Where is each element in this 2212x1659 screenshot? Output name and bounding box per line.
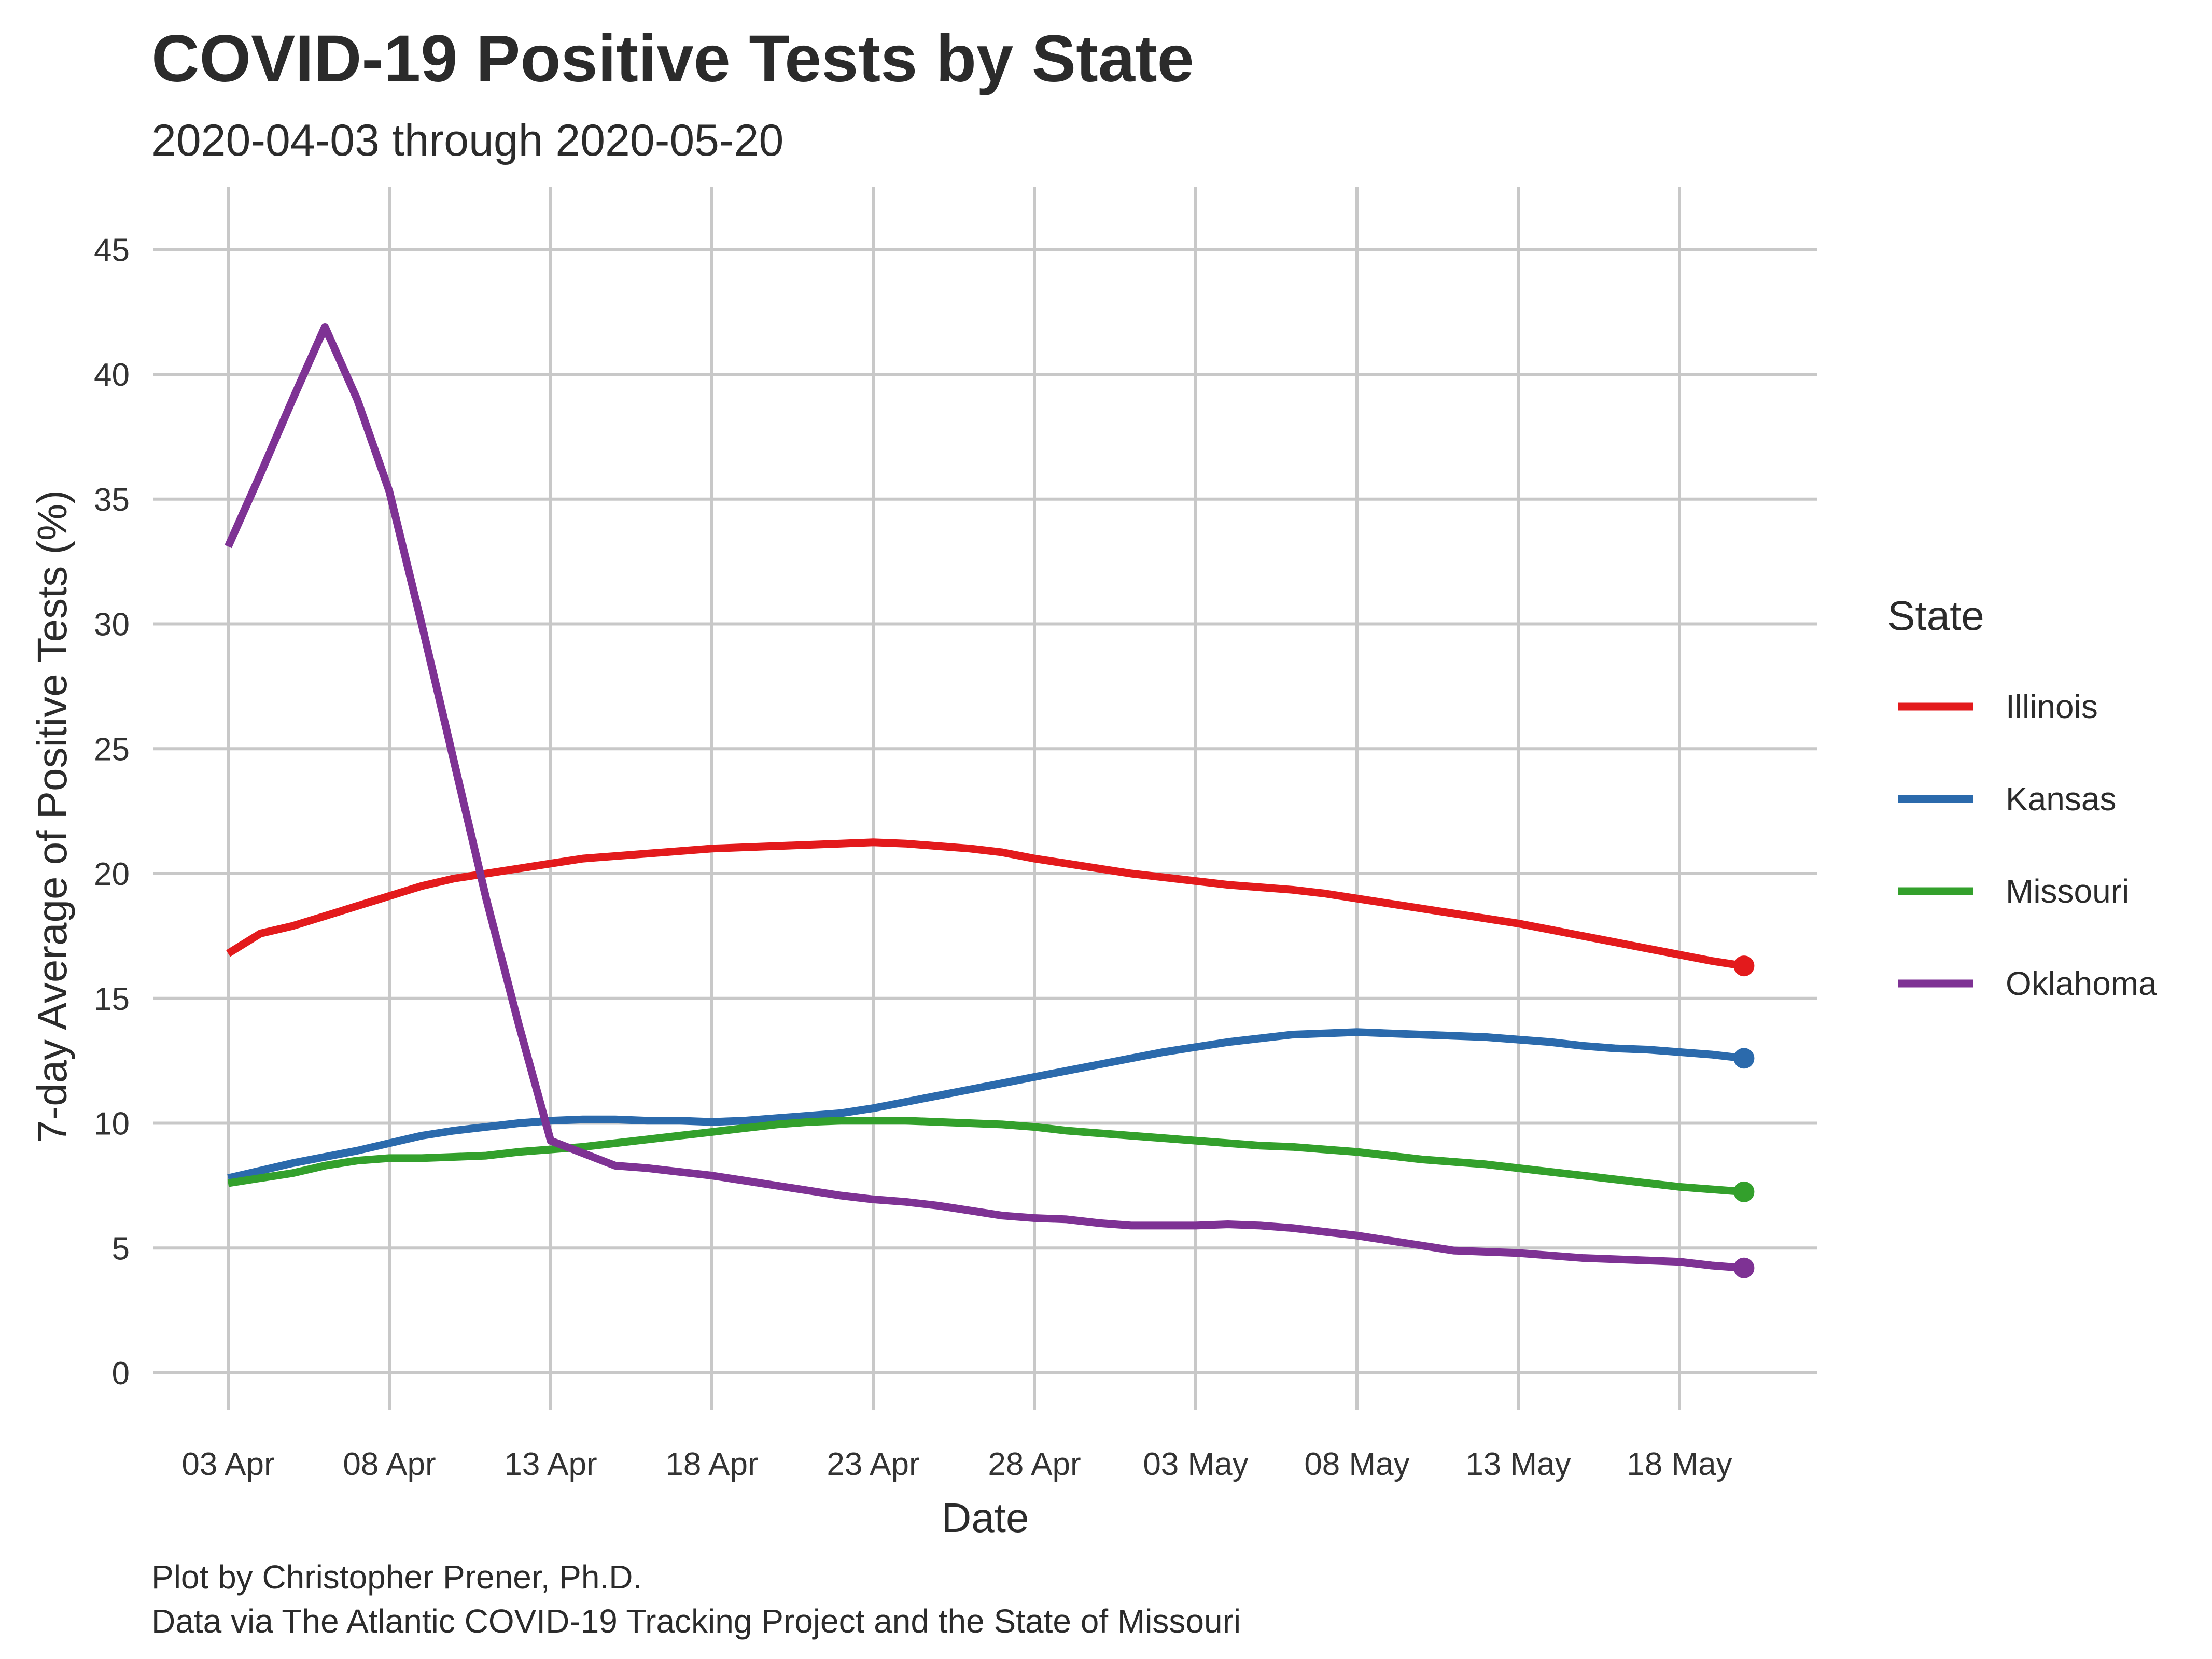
legend-label-oklahoma: Oklahoma xyxy=(2006,965,2157,1002)
series-line-missouri xyxy=(227,1117,1744,1196)
end-point-missouri xyxy=(1733,1181,1755,1202)
x-gridlines xyxy=(227,187,1681,1410)
end-point-kansas xyxy=(1733,1048,1755,1069)
end-point-illinois xyxy=(1733,955,1755,977)
series-line-illinois xyxy=(226,838,1745,970)
caption-source: Data via The Atlantic COVID-19 Tracking … xyxy=(151,1602,1241,1640)
y-tick-label: 45 xyxy=(94,232,130,268)
y-tick-label: 20 xyxy=(94,856,130,892)
x-tick-label: 08 May xyxy=(1304,1446,1409,1482)
x-tick-labels: 03 Apr 08 Apr 13 Apr 18 Apr 23 Apr 28 Apr 03 M… xyxy=(181,1446,1732,1482)
legend: State Illinois Kansas Missouri Oklahoma xyxy=(1887,593,2157,1002)
y-tick-label: 0 xyxy=(112,1356,130,1391)
series-line-oklahoma xyxy=(225,323,1744,1272)
y-gridlines xyxy=(153,248,1817,1374)
x-tick-label: 13 Apr xyxy=(504,1446,597,1482)
x-tick-label: 13 May xyxy=(1465,1446,1571,1482)
y-tick-label: 10 xyxy=(94,1106,130,1142)
legend-label-missouri: Missouri xyxy=(2006,873,2129,910)
end-point-oklahoma xyxy=(1733,1257,1755,1278)
y-axis-title: 7-day Average of Positive Tests (%) xyxy=(29,490,75,1143)
y-tick-label: 15 xyxy=(94,981,130,1017)
y-tick-label: 30 xyxy=(94,607,130,643)
chart-title: COVID-19 Positive Tests by State xyxy=(151,22,1194,96)
legend-label-kansas: Kansas xyxy=(2006,780,2116,818)
chart-subtitle: 2020-04-03 through 2020-05-20 xyxy=(151,116,784,165)
caption-credit: Plot by Christopher Prener, Ph.D. xyxy=(151,1558,642,1596)
x-tick-label: 03 May xyxy=(1143,1446,1248,1482)
legend-label-illinois: Illinois xyxy=(2006,688,2098,725)
y-tick-label: 5 xyxy=(112,1231,130,1267)
series-end-points xyxy=(1733,955,1755,1278)
legend-title: State xyxy=(1887,593,1984,639)
x-axis-title: Date xyxy=(942,1495,1029,1541)
y-tick-label: 40 xyxy=(94,357,130,393)
x-tick-label: 03 Apr xyxy=(181,1446,274,1482)
x-tick-label: 08 Apr xyxy=(343,1446,436,1482)
y-tick-label: 35 xyxy=(94,482,130,518)
y-tick-label: 25 xyxy=(94,732,130,767)
x-tick-label: 18 May xyxy=(1627,1446,1732,1482)
x-tick-label: 18 Apr xyxy=(665,1446,758,1482)
x-tick-label: 28 Apr xyxy=(988,1446,1081,1482)
x-tick-label: 23 Apr xyxy=(827,1446,919,1482)
series-lines xyxy=(225,323,1745,1272)
series-line-kansas xyxy=(227,1028,1745,1182)
y-tick-labels: 0 5 10 15 20 25 30 35 40 45 xyxy=(94,232,130,1391)
